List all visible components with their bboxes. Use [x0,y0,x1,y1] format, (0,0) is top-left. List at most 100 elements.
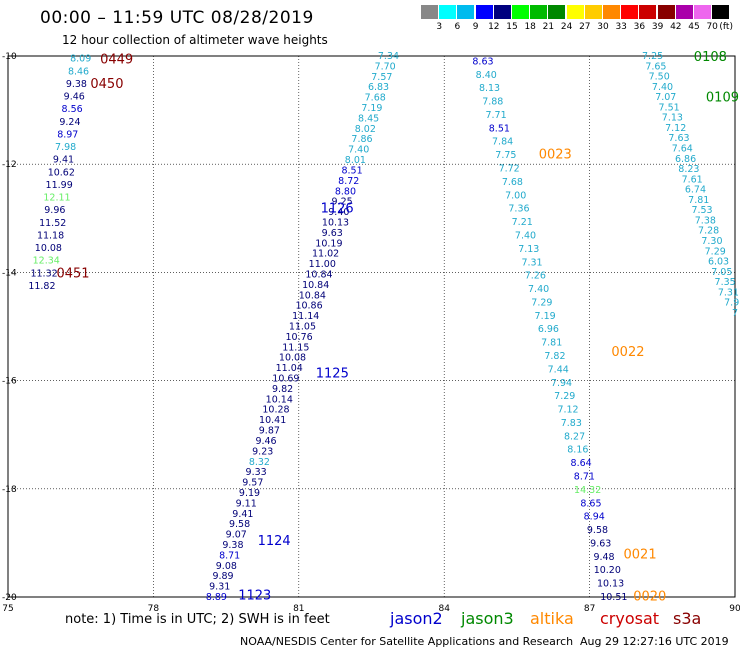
wave-height-value: 6.86 [675,154,696,165]
wave-height-value: 8.23 [678,164,699,175]
pass-time-label: 0449 [100,53,133,68]
wave-height-value: 8.16 [567,445,588,456]
wave-height-value: 11.05 [289,322,316,333]
wave-height-value: 8.89 [206,592,227,603]
legend-unit: (ft) [719,22,733,32]
legend-label: 24 [560,22,573,32]
legend-swatch [584,5,602,19]
wave-height-value: 7.28 [698,226,719,237]
legend-swatch [657,5,675,19]
wave-height-value: 7.12 [665,123,686,134]
wave-height-value: 8.40 [476,70,497,81]
color-legend: 3 6 9 12 15 18 21 24 27 30 33 36 39 42 45 70 (ft) [421,5,733,35]
wave-height-value: 6.96 [538,324,559,335]
wave-height-value: 12.34 [33,256,60,267]
wave-height-value: 7.30 [701,236,722,247]
wave-height-value: 9.08 [216,561,237,572]
legend-swatch [530,5,548,19]
legend-swatch [457,5,475,19]
satellite-jason2: jason2 [390,609,443,628]
wave-height-value: 11.99 [46,180,73,191]
legend-label: 70 [706,22,718,32]
legend-label: 21 [542,22,555,32]
wave-height-value: 9.46 [64,92,85,103]
track-altika: 8.63 8.40 8.13 7.88 7.71 8.51 7.84 7.75 7.72 7.68… [472,56,666,604]
lon-tick-label: 78 [148,604,160,614]
legend-label: 9 [472,22,479,32]
wave-height-value: 8.72 [338,176,359,187]
wave-height-value: 7.86 [351,134,372,145]
wave-height-value: 7.44 [548,364,569,375]
wave-height-value: 9.38 [222,540,243,551]
wave-height-value: 9.41 [232,509,253,520]
map-subtitle: 12 hour collection of altimeter wave hei… [62,33,328,47]
wave-height-value: 7.82 [544,351,565,362]
track-jason3: 7.257.657.507.407.077.517.137.127.637.64… [642,50,739,319]
wave-height-value: 8.02 [355,124,376,135]
pass-time-label: 0451 [56,266,89,281]
wave-height-value: 9.24 [59,117,80,128]
wave-height-value: 9.58 [587,525,608,536]
legend-swatch [621,5,639,19]
wave-height-value: 7.61 [682,174,703,185]
satellite-s3a: s3a [673,609,702,628]
wave-height-value: 9.19 [239,488,260,499]
wave-height-value: 7.19 [535,311,556,322]
wave-height-value: 10.08 [279,353,306,364]
lon-tick-label: 87 [584,604,595,614]
wave-height-value: 9.38 [66,79,87,90]
lat-tick-label: -14 [2,268,17,278]
wave-height-value: 7.84 [492,137,513,148]
lat-tick-label: -18 [2,485,17,495]
pass-time-label: 1126 [321,201,354,216]
wave-height-value: 7.38 [695,215,716,226]
legend-label: 6 [454,22,461,32]
wave-height-value: 7.64 [672,144,693,155]
wave-height-value: 11.82 [28,281,55,292]
satellite-altika: altika [530,609,574,628]
legend-label: 12 [488,22,500,32]
lat-tick-label: -16 [2,377,17,387]
wave-height-value: 7.65 [645,61,666,72]
wave-height-value: 8.09 [70,54,91,65]
wave-height-value: 10.13 [597,579,624,590]
wave-height-value: 9.96 [44,205,65,216]
wave-height-value: 7.00 [505,190,526,201]
wave-height-value: 9.63 [590,538,611,549]
wave-height-value: 7.31 [521,257,542,268]
wave-height-value: 7 [732,308,738,319]
wave-height-value: 7.50 [649,72,670,83]
wave-height-value: 8.63 [472,56,493,67]
wave-height-value: 7.98 [55,142,76,153]
wave-height-value: 9.89 [212,571,233,582]
wave-height-value: 8.27 [564,431,585,442]
legend-label: 45 [688,22,700,32]
generated-timestamp: Aug 29 12:27:16 UTC 2019 [580,635,729,648]
wave-height-value: 7.40 [515,230,536,241]
footer-note: note: 1) Time is in UTC; 2) SWH is in fe… [65,612,330,627]
wave-height-value: 10.13 [322,217,349,228]
wave-height-value: 10.84 [305,269,332,280]
legend-swatch [512,5,529,19]
wave-height-value: 7.21 [512,217,533,228]
wave-height-value: 11.04 [276,363,303,374]
wave-height-value: 8.71 [219,550,240,561]
wave-height-value: 8.13 [479,83,500,94]
wave-height-value: 10.08 [35,243,62,254]
legend-swatch [639,5,657,19]
wave-height-value: 7.26 [525,271,546,282]
wave-height-value: 7.13 [518,244,539,255]
wave-height-value: 8.71 [574,471,595,482]
legend-swatch [548,5,566,19]
legend-label: 15 [506,22,518,32]
wave-height-value: 10.41 [259,415,286,426]
wave-height-value: 8.97 [57,129,78,140]
pass-time-label: 0109 [706,91,739,106]
wave-height-value: 6.74 [685,185,706,196]
wave-height-value: 7.40 [652,82,673,93]
pass-time-label: 0108 [694,50,727,65]
map-title: 00:00 – 11:59 UTC 08/28/2019 [40,8,314,28]
wave-height-value: 7.72 [499,164,520,175]
wave-height-value: 11.02 [312,249,339,260]
wave-height-value: 9.87 [259,426,280,437]
